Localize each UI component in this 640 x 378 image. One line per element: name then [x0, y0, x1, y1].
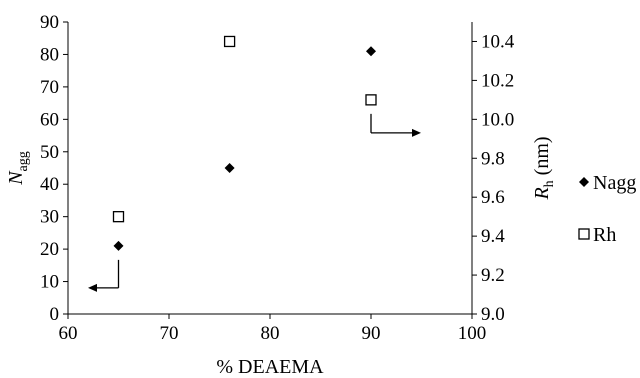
y-left-title-main: N	[5, 170, 27, 186]
y-right-tick-label: 10.2	[481, 70, 514, 91]
y-right-axis-title: Rh (nm)	[531, 136, 557, 200]
legend-marker	[579, 177, 589, 187]
legend-item-nagg: Nagg	[579, 172, 636, 194]
y-right-title-suffix: (nm)	[531, 136, 553, 180]
y-right-axis-ticks: 9.0 9.2 9.4 9.6 9.8 10.0 10.2 10.4	[472, 31, 515, 325]
y-left-tick-label: 70	[40, 77, 59, 98]
arrow-head	[412, 128, 421, 137]
y-left-tick-label: 10	[40, 272, 59, 293]
x-axis-title: % DEAEMA	[216, 356, 324, 378]
legend-label: Nagg	[593, 172, 636, 194]
y-left-axis-title: Nagg	[5, 151, 31, 186]
left-axis-arrow	[88, 259, 120, 292]
rh-point	[112, 211, 125, 223]
x-axis-ticks: 60 70 80 90 100	[59, 314, 487, 344]
y-left-tick-label: 50	[40, 142, 59, 163]
series-rh	[112, 35, 377, 223]
x-tick-label: 100	[458, 323, 487, 344]
y-right-tick-label: 9.8	[481, 148, 505, 169]
y-left-axis-ticks: 0 10 20 30 40 50 60 70 80 90	[40, 12, 68, 325]
y-right-title-main: R	[531, 187, 553, 200]
y-left-tick-label: 0	[50, 304, 60, 325]
legend-label: Rh	[593, 224, 616, 246]
data-series	[112, 35, 377, 251]
annotation-arrows	[88, 113, 421, 292]
y-left-title-sub: agg	[16, 151, 31, 171]
right-axis-arrow	[370, 113, 421, 137]
rh-point	[223, 35, 236, 48]
y-right-tick-label: 10.0	[481, 109, 514, 130]
y-left-tick-label: 60	[40, 109, 59, 130]
y-left-tick-label: 40	[40, 174, 59, 195]
legend-marker	[578, 228, 590, 240]
x-tick-label: 70	[160, 323, 179, 344]
series-nagg	[113, 46, 376, 251]
y-right-tick-label: 9.2	[481, 265, 505, 286]
rh-point	[365, 94, 377, 106]
legend: Nagg Rh	[578, 172, 636, 246]
y-right-title-sub: h	[542, 180, 557, 187]
nagg-point	[224, 163, 235, 173]
arrow-head	[88, 283, 97, 292]
y-left-tick-label: 20	[40, 239, 59, 260]
nagg-point	[113, 240, 124, 251]
y-left-tick-label: 80	[40, 44, 59, 65]
x-tick-label: 60	[59, 323, 78, 344]
nagg-point	[366, 46, 376, 57]
y-right-tick-label: 9.4	[481, 226, 505, 247]
plot-frame	[67, 22, 473, 315]
y-left-tick-label: 30	[40, 207, 59, 228]
legend-item-rh: Rh	[578, 224, 616, 246]
y-right-tick-label: 9.6	[481, 187, 505, 208]
y-right-tick-label: 10.4	[481, 31, 515, 52]
y-right-tick-label: 9.0	[481, 304, 505, 325]
y-left-tick-label: 90	[40, 12, 59, 33]
x-tick-label: 80	[261, 323, 280, 344]
x-tick-label: 90	[362, 323, 381, 344]
